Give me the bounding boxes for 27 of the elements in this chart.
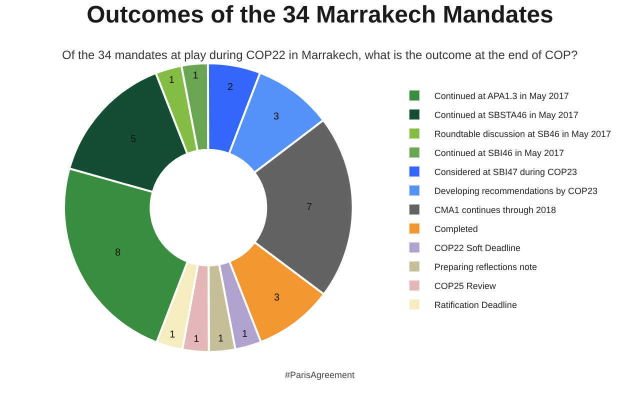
chart-title: Outcomes of the 34 Marrakech Mandates <box>86 1 554 28</box>
data-label: 1 <box>242 329 248 340</box>
legend-label: Developing recommendations by COP23 <box>434 186 598 196</box>
data-label: 1 <box>170 329 176 340</box>
legend-label: Continued at SBI46 in May 2017 <box>434 148 564 158</box>
data-label: 3 <box>274 292 280 304</box>
legend-label: COP25 Review <box>434 281 496 292</box>
data-label: 1 <box>168 75 175 86</box>
legend-label: Continued at APA1.3 in May 2017 <box>434 91 569 102</box>
data-label: 2 <box>227 82 234 94</box>
data-label: 1 <box>192 70 199 82</box>
legend-label: Ratification Deadline <box>434 300 517 310</box>
legend-label: COP22 Soft Deadline <box>434 243 520 254</box>
data-label: 1 <box>218 334 224 345</box>
legend-label: Continued at SBSTA46 in May 2017 <box>434 110 578 120</box>
legend-label: Preparing reflections note <box>434 262 537 272</box>
data-label: 5 <box>130 134 136 146</box>
legend-label: Roundtable discussion at SB46 in May 2017 <box>434 129 612 140</box>
data-label: 3 <box>273 111 280 122</box>
legend-label: Considered at SBI47 during COP23 <box>434 167 577 178</box>
chart-subtitle: Of the 34 mandates at play during COP22 in Marrakech, what is the outcome at the end of COP? <box>62 48 578 62</box>
text: #ParisAgreement <box>285 370 356 380</box>
legend-label: Completed <box>434 224 478 234</box>
data-label: 7 <box>306 202 312 213</box>
legend-label: CMA1 continues through 2018 <box>434 205 556 216</box>
data-label: 1 <box>194 334 200 345</box>
data-label: 8 <box>115 247 122 258</box>
